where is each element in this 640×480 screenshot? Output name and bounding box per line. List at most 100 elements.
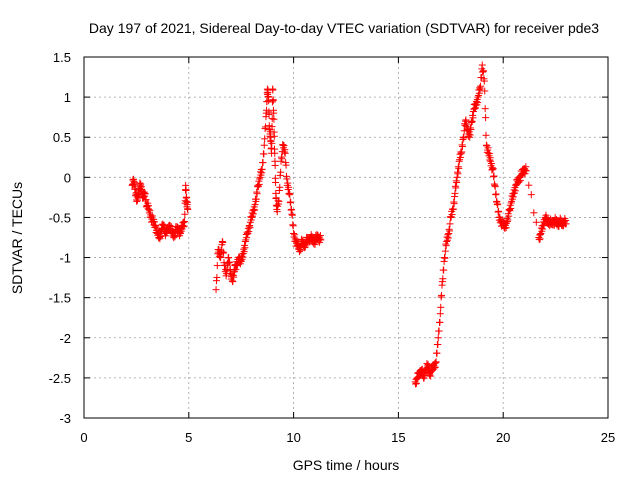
y-tick-label: -2 [59, 331, 71, 346]
data-point [260, 150, 268, 158]
data-point [562, 220, 570, 228]
data-point [454, 170, 462, 178]
plot-frame [83, 56, 609, 419]
data-point [435, 327, 443, 335]
data-point [275, 197, 283, 205]
data-point [183, 198, 191, 206]
data-point [489, 165, 497, 173]
data-point [288, 211, 296, 219]
data-point [240, 248, 248, 256]
data-point [481, 105, 489, 113]
x-tick-label: 25 [601, 430, 615, 445]
data-point [446, 227, 454, 235]
data-point [495, 207, 503, 215]
y-tick-label: 0.5 [53, 130, 71, 145]
data-point [317, 236, 325, 244]
data-point [434, 334, 442, 342]
data-point [452, 184, 460, 192]
data-point [230, 273, 238, 281]
data-point [469, 114, 477, 122]
data-point [532, 218, 540, 226]
data-point [481, 87, 489, 95]
data-point [217, 253, 225, 261]
data-point [252, 195, 260, 203]
data-point [282, 161, 290, 169]
y-tick-label: 1.5 [53, 50, 71, 65]
y-tick-label: 0 [64, 170, 71, 185]
data-point [270, 109, 278, 117]
y-tick-label: -2.5 [49, 371, 71, 386]
data-point [439, 275, 447, 283]
data-points [128, 61, 570, 388]
data-point [213, 262, 221, 270]
data-point [530, 209, 538, 217]
data-point [525, 181, 533, 189]
x-tick-labels: 0 5 10 15 20 25 [80, 430, 615, 445]
data-point [281, 149, 289, 157]
data-point [437, 303, 445, 311]
data-point [276, 183, 284, 191]
data-point [225, 258, 233, 266]
data-point [418, 365, 426, 373]
data-point [284, 179, 292, 187]
chart-title: Day 197 of 2021, Sidereal Day-to-day VTE… [89, 20, 599, 36]
data-point [434, 341, 442, 349]
data-point [455, 164, 463, 172]
data-point [285, 183, 293, 191]
data-point [440, 266, 448, 274]
x-tick-label: 10 [286, 430, 300, 445]
data-point [268, 123, 276, 131]
data-point [482, 114, 490, 122]
data-point [504, 216, 512, 224]
data-point [141, 190, 149, 198]
data-point [184, 205, 192, 213]
data-point [438, 291, 446, 299]
data-point [487, 160, 495, 168]
data-point [458, 148, 466, 156]
data-point [436, 310, 444, 318]
x-axis-label: GPS time / hours [293, 457, 400, 473]
data-point [253, 190, 261, 198]
data-point [270, 132, 278, 140]
y-axis-label: SDTVAR / TECUs [9, 182, 25, 294]
data-point [241, 244, 249, 252]
data-point [146, 207, 154, 215]
data-point [478, 61, 486, 69]
data-point [522, 167, 530, 175]
data-point [450, 200, 458, 208]
data-point [490, 172, 498, 180]
data-point [460, 134, 468, 142]
data-point [463, 120, 471, 128]
data-point [449, 205, 457, 213]
data-point [260, 141, 268, 149]
data-point [527, 191, 535, 199]
data-point [268, 139, 276, 147]
data-point [181, 217, 189, 225]
data-point [446, 220, 454, 228]
data-point [290, 231, 298, 239]
y-tick-labels: -3 -2.5 -2 -1.5 -1 -0.5 0 0.5 1 1.5 [49, 50, 71, 426]
data-point [466, 131, 474, 139]
data-point [287, 198, 295, 206]
data-point [213, 273, 221, 281]
data-point [283, 175, 291, 183]
x-tick-label: 0 [80, 430, 87, 445]
y-tick-label: -3 [59, 411, 71, 426]
y-tick-label: 1 [64, 90, 71, 105]
data-point [262, 123, 270, 131]
data-point [459, 143, 467, 151]
data-point [278, 155, 286, 163]
data-point [212, 286, 220, 294]
x-tick-label: 20 [496, 430, 510, 445]
data-point [268, 115, 276, 123]
y-tick-label: -0.5 [49, 210, 71, 225]
data-point [441, 247, 449, 255]
gridlines [84, 57, 608, 418]
data-point [494, 200, 502, 208]
data-point [219, 238, 227, 246]
data-point [271, 161, 279, 169]
data-point [432, 358, 440, 366]
data-point [451, 189, 459, 197]
data-point [436, 318, 444, 326]
data-point [269, 97, 277, 105]
